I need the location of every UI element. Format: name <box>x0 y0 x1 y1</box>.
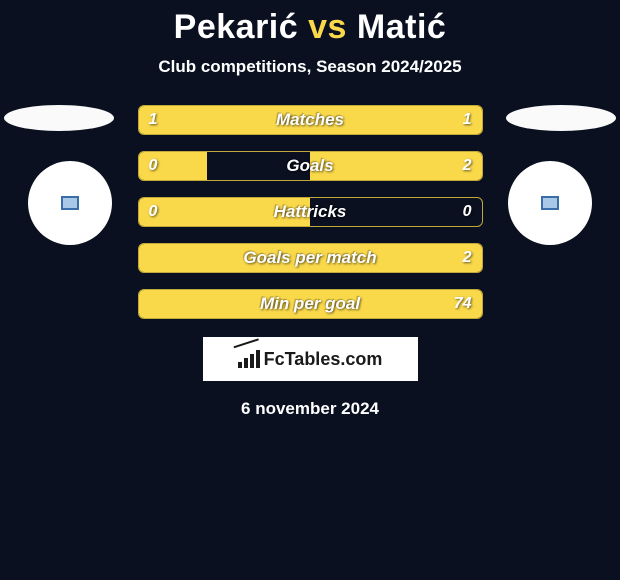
placeholder-image-icon <box>541 196 559 210</box>
title-player1: Pekarić <box>174 8 299 46</box>
bar-chart-icon <box>238 350 260 368</box>
player2-avatar <box>508 161 592 245</box>
title-player2: Matić <box>357 8 446 46</box>
date-label: 6 november 2024 <box>0 399 620 419</box>
logo-text: FcTables.com <box>238 349 383 370</box>
source-logo: FcTables.com <box>203 337 418 381</box>
bar-fill-left <box>139 244 482 272</box>
stat-value-right: 0 <box>463 198 472 226</box>
subtitle: Club competitions, Season 2024/2025 <box>0 57 620 77</box>
stat-row: Matches11 <box>138 105 483 135</box>
player1-avatar <box>28 161 112 245</box>
bar-fill-right <box>310 152 482 180</box>
placeholder-image-icon <box>61 196 79 210</box>
bar-fill-left <box>139 290 482 318</box>
player2-platform <box>506 105 616 131</box>
bar-fill-right <box>310 106 482 134</box>
logo-label: FcTables.com <box>264 349 383 370</box>
bar-fill-left <box>139 152 208 180</box>
title-vs: vs <box>308 8 347 46</box>
bar-fill-left <box>139 106 311 134</box>
stat-row: Goals02 <box>138 151 483 181</box>
player1-platform <box>4 105 114 131</box>
page-title: Pekarić vs Matić <box>0 0 620 47</box>
stat-row: Hattricks00 <box>138 197 483 227</box>
stat-row: Goals per match2 <box>138 243 483 273</box>
bar-fill-left <box>139 198 311 226</box>
stat-row: Min per goal74 <box>138 289 483 319</box>
comparison-arena: Matches11 Goals02 Hattricks00 Goals per mat… <box>0 105 620 319</box>
stat-bars: Matches11 Goals02 Hattricks00 Goals per mat… <box>138 105 483 319</box>
